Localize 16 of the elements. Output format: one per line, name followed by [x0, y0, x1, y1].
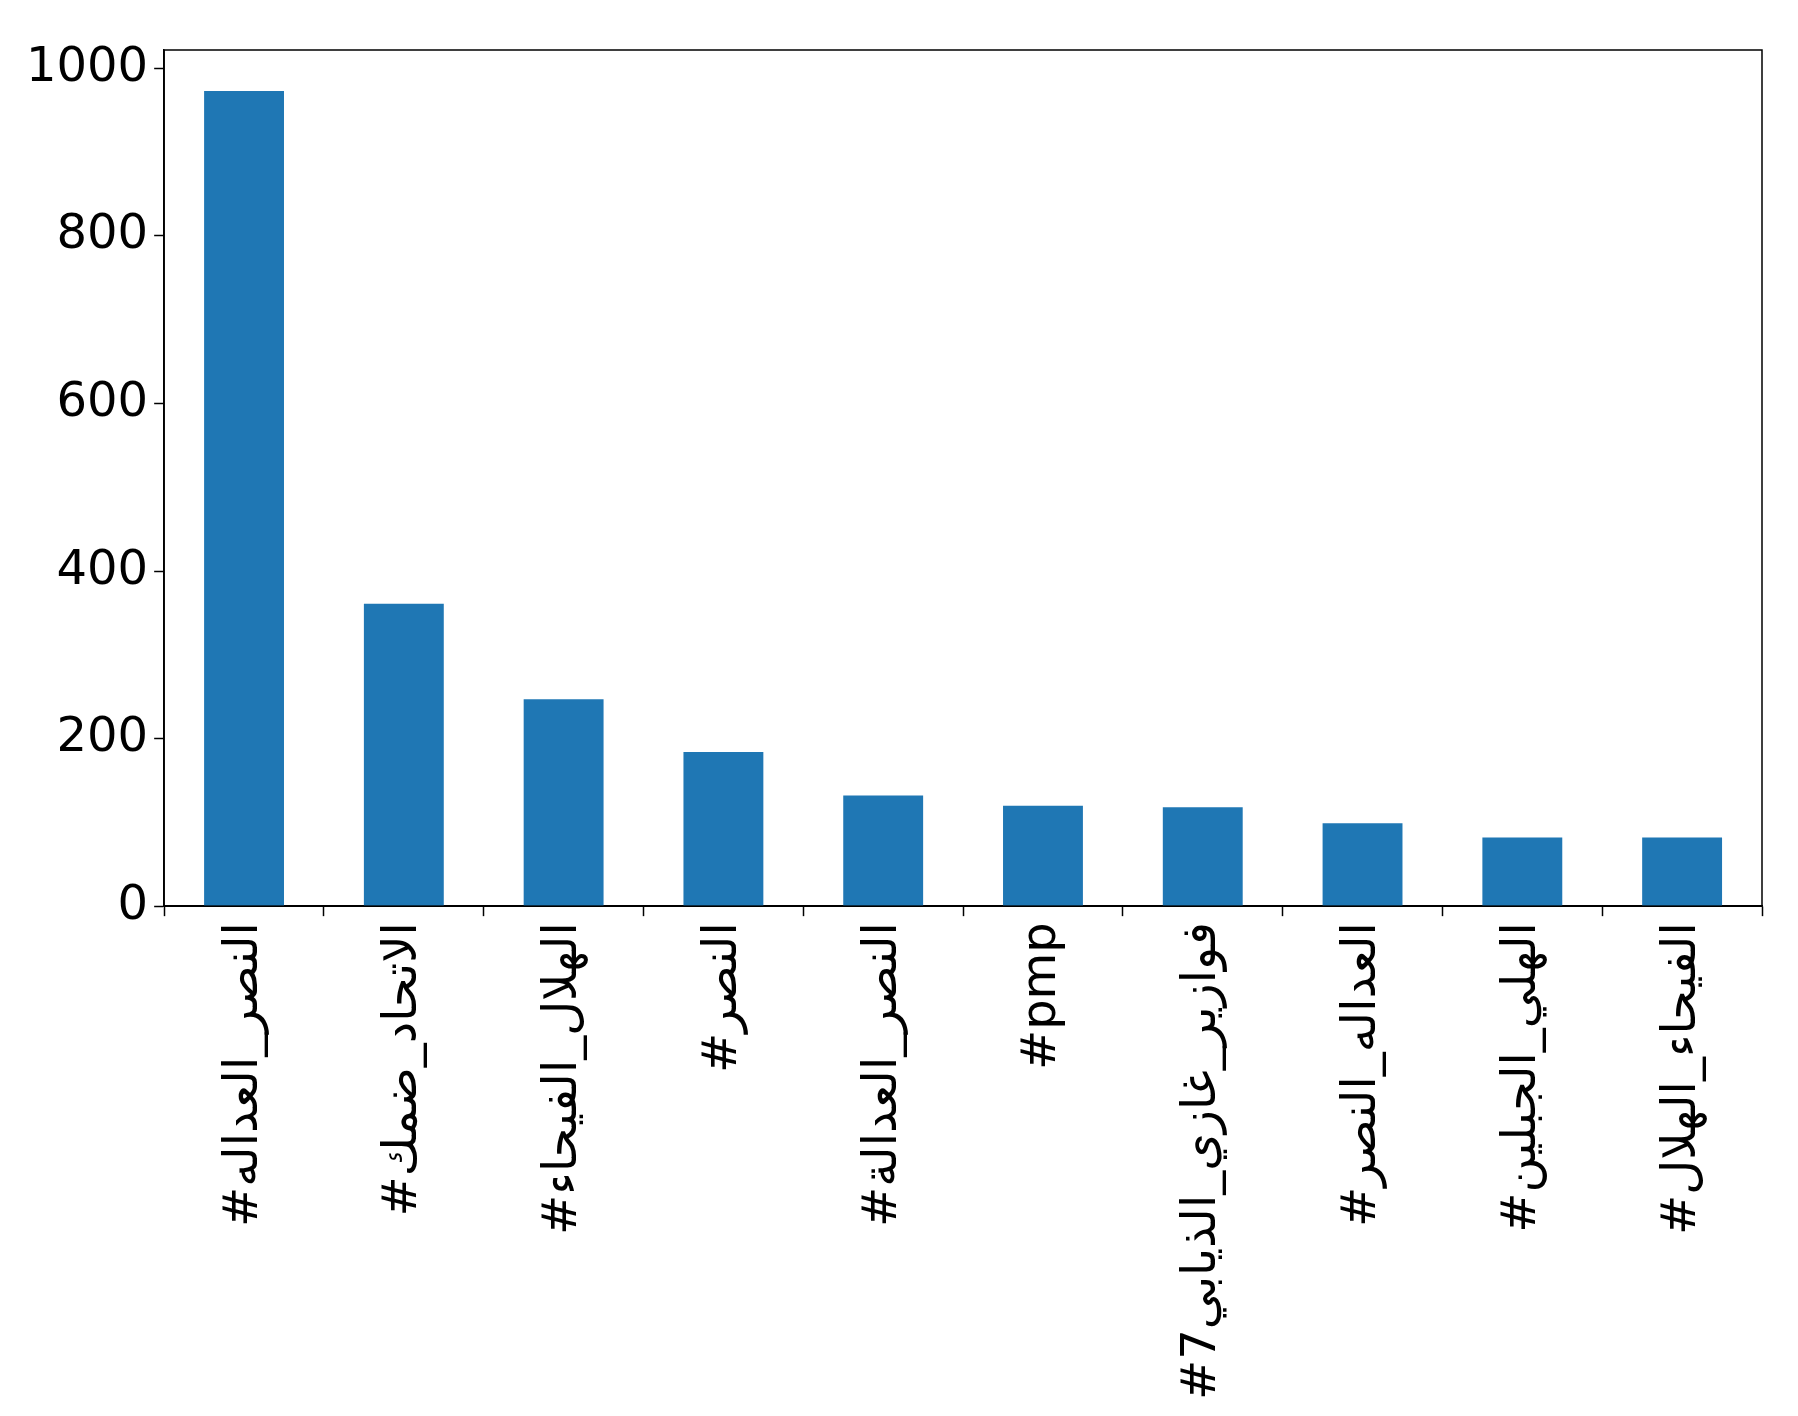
x-tick-label: #الهلي_الجبلين: [1489, 922, 1547, 1233]
x-tick-label: #النصر_العداله: [211, 922, 269, 1227]
x-tick-label: #الفيحاء_الهلال: [1649, 922, 1707, 1235]
x-tick-label: #العداله_النصر: [1330, 922, 1388, 1227]
y-tick-label: 800: [56, 203, 149, 260]
y-tick-label: 1000: [26, 35, 149, 92]
y-tick-label: 400: [56, 538, 149, 595]
x-tick-label: #النصر: [690, 922, 748, 1073]
y-tick-label: 200: [56, 706, 149, 763]
x-tick-label: #النصر_العدالة: [850, 922, 908, 1227]
x-tick-label: #فوازير_غازي_الذيابي7: [1170, 922, 1228, 1401]
x-tick-label: #الهلال_الفيحاء: [531, 922, 589, 1235]
x-tick-label: #pmp: [1010, 922, 1067, 1071]
y-tick-label: 600: [56, 370, 149, 427]
x-tick-label: #الاتحاد_ضمك: [371, 922, 428, 1217]
y-tick-label: 0: [117, 873, 149, 930]
